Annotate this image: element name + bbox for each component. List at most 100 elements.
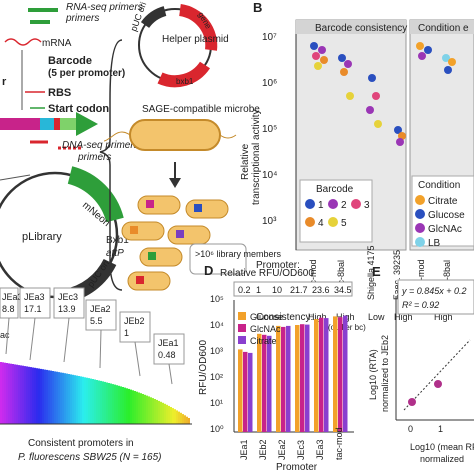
leader-line bbox=[99, 329, 102, 369]
condition-panel-header bbox=[410, 20, 474, 34]
c-bar bbox=[44, 369, 46, 424]
dnaseq-label-2: primers bbox=[77, 152, 111, 163]
leader-line bbox=[63, 317, 70, 363]
c-bar bbox=[106, 382, 108, 424]
c-bar bbox=[38, 368, 40, 424]
rbs-label: RBS bbox=[48, 87, 71, 99]
condition-legend-item: Citrate bbox=[428, 196, 458, 207]
gene-block bbox=[60, 118, 76, 130]
e-point bbox=[434, 380, 442, 388]
cell-promoter bbox=[146, 200, 154, 208]
d-legend-swatch bbox=[238, 336, 246, 344]
d-bar bbox=[281, 326, 286, 432]
panel-e: E y = 0.845x + 0.2 R² = 0.92 Log10 (RTA)… bbox=[368, 264, 474, 464]
b-point bbox=[346, 92, 354, 100]
callout-box bbox=[85, 299, 117, 331]
library-cell bbox=[137, 195, 181, 215]
callout-name: JEb2 bbox=[124, 316, 145, 326]
barcode-sub-label: (5 per promoter) bbox=[48, 68, 125, 79]
e-xlabel-2: normalized bbox=[420, 454, 464, 464]
condition-legend-swatch bbox=[415, 195, 425, 205]
c-bar bbox=[120, 386, 122, 424]
c-bar bbox=[10, 363, 12, 424]
c-bar bbox=[136, 391, 138, 424]
b-point bbox=[344, 60, 352, 68]
c-bar bbox=[52, 371, 54, 424]
c-bar bbox=[146, 395, 148, 424]
c-bar bbox=[62, 372, 64, 424]
b-point bbox=[340, 68, 348, 76]
condition-legend-item: GlcNAc bbox=[428, 224, 462, 235]
d-bar bbox=[324, 318, 329, 432]
b-point bbox=[444, 66, 452, 74]
b-ytick: 10⁵ bbox=[262, 124, 277, 135]
condition-legend-swatch bbox=[415, 209, 425, 219]
d-ytick: 10² bbox=[210, 372, 223, 382]
d-bar bbox=[286, 325, 291, 432]
cell-promoter bbox=[176, 230, 184, 238]
d-legend-item: GlcNAc bbox=[250, 324, 281, 334]
e-equation-box bbox=[397, 279, 474, 315]
d-bar bbox=[267, 335, 272, 432]
promoter-name: tac-mod bbox=[308, 259, 318, 292]
b-point bbox=[366, 106, 374, 114]
b-point bbox=[310, 42, 318, 50]
c-bar bbox=[32, 367, 34, 424]
d-xlabel: Promoter bbox=[276, 462, 318, 473]
d-category-label: JEb2 bbox=[258, 439, 268, 460]
c-bar bbox=[152, 398, 154, 424]
cell-promoter bbox=[130, 226, 138, 234]
barcode-legend-swatch bbox=[328, 199, 338, 209]
d-bar bbox=[276, 325, 281, 432]
c-bar bbox=[162, 402, 164, 424]
e-equation: y = 0.845x + 0.2 bbox=[401, 286, 467, 296]
c-bar bbox=[140, 393, 142, 424]
consistency-value: High bbox=[434, 312, 453, 322]
d-ylabel: RFU/OD600 bbox=[198, 340, 209, 395]
b-point bbox=[418, 52, 426, 60]
e-ylabel: Log10 (RTA) bbox=[368, 349, 378, 400]
c-bar bbox=[58, 372, 60, 424]
c-bar bbox=[112, 384, 114, 424]
gene-arrow bbox=[76, 112, 98, 136]
callout-name: JEa1 bbox=[158, 338, 179, 348]
leader-line bbox=[134, 341, 141, 377]
barcode-legend-swatch bbox=[351, 199, 361, 209]
c-bar bbox=[170, 407, 172, 424]
d-legend-swatch bbox=[238, 312, 246, 320]
b-point bbox=[396, 138, 404, 146]
c-bar bbox=[6, 363, 8, 424]
c-bar bbox=[28, 366, 30, 424]
d-bars bbox=[238, 315, 348, 432]
down-arrow-head bbox=[169, 178, 181, 188]
c-bar bbox=[4, 362, 6, 424]
rnaseq-label: RNA-seq primers bbox=[66, 2, 143, 13]
c-bar bbox=[166, 404, 168, 424]
c-bar bbox=[60, 372, 62, 424]
rnaseq-label-2: primers bbox=[65, 13, 99, 24]
leader-line bbox=[29, 317, 36, 361]
promoter-name: tac-8bal bbox=[336, 260, 346, 292]
d-bar bbox=[295, 325, 300, 432]
c-bar bbox=[86, 377, 88, 424]
helper-puc-arc bbox=[140, 6, 167, 29]
c-bar bbox=[132, 390, 134, 424]
d-bar bbox=[333, 316, 338, 432]
b-point bbox=[416, 42, 424, 50]
c-bar bbox=[0, 362, 2, 424]
c-bar bbox=[90, 378, 92, 424]
dnaseq-label: DNA-seq primers bbox=[62, 140, 139, 151]
b-point bbox=[320, 56, 328, 64]
c-bar bbox=[144, 394, 146, 424]
panel-d-letter: D bbox=[204, 263, 213, 278]
c-bar bbox=[56, 371, 58, 424]
promoter-block bbox=[0, 118, 40, 130]
c-bar bbox=[66, 373, 68, 424]
c-bar bbox=[116, 385, 118, 424]
attp-label: attP bbox=[106, 248, 124, 259]
c-bar bbox=[176, 410, 178, 424]
c-bar bbox=[100, 380, 102, 424]
c-bar bbox=[36, 368, 38, 424]
c-xlabel-2: P. fluorescens SBW25 (N = 165) bbox=[18, 452, 162, 463]
